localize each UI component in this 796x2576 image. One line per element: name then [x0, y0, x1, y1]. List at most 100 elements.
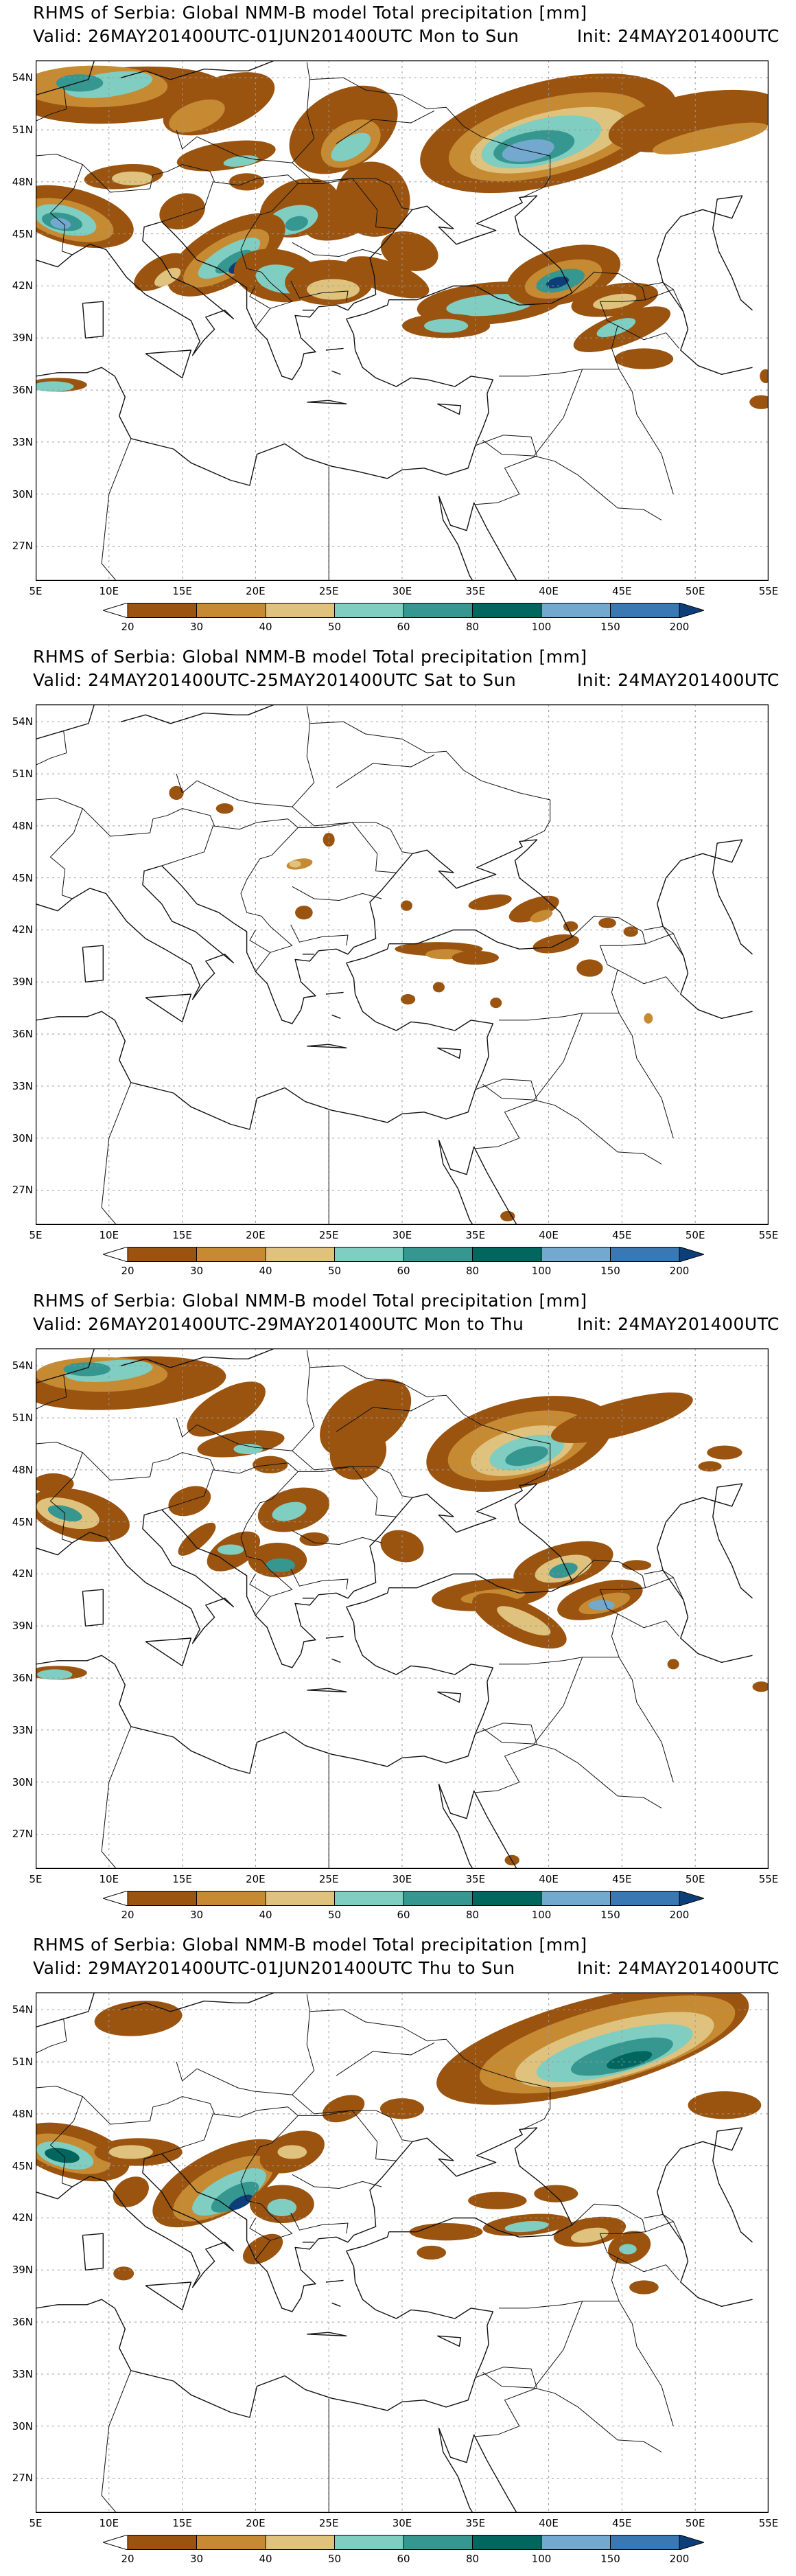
precip-area	[295, 906, 313, 920]
colorbar-segment	[127, 1247, 197, 1262]
precip-area	[159, 193, 205, 230]
precip-area	[644, 1013, 653, 1024]
precip-area	[108, 2145, 153, 2159]
precip-area	[94, 2001, 183, 2036]
border-line	[176, 1350, 315, 1451]
panel-init-time: Init: 24MAY201400UTC	[576, 26, 780, 46]
coastline	[145, 2281, 192, 2311]
coastline	[657, 2148, 753, 2307]
colorbar-under-arrow	[102, 2534, 128, 2551]
colorbar-segment	[610, 1247, 680, 1262]
coastline	[325, 1635, 344, 1639]
lat-tick-label: 39N	[12, 2264, 33, 2277]
colorbar-segment	[472, 603, 542, 618]
coastlines	[36, 60, 753, 581]
coastlines	[36, 704, 753, 1225]
lat-tick-label: 54N	[12, 715, 33, 728]
coastline	[680, 839, 753, 955]
lon-tick-label: 20E	[246, 1873, 266, 1885]
colorbar-label: 60	[397, 621, 410, 633]
border-line	[617, 969, 680, 993]
precip-area	[622, 1560, 652, 1571]
coastline	[438, 2428, 473, 2513]
coastline	[120, 1992, 275, 2012]
precip-area	[154, 268, 181, 287]
precip-area	[56, 74, 104, 92]
lat-tick-label: 54N	[12, 1359, 33, 1372]
precip-area	[277, 2145, 307, 2159]
precip-area	[289, 860, 301, 868]
precip-area	[623, 926, 638, 937]
panel-mon-thu: RHMS of Serbia: Global NMM-B model Total…	[0, 1288, 796, 1932]
colorbar-segment	[472, 2535, 542, 2550]
coastline	[657, 1504, 753, 1663]
colorbar-segment	[541, 603, 611, 618]
border-line	[36, 797, 83, 899]
border-line	[298, 1466, 397, 1517]
border-line	[36, 2018, 67, 2054]
lon-tick-label: 20E	[246, 2517, 266, 2529]
coastline	[437, 403, 462, 415]
lat-tick-label: 27N	[12, 1184, 33, 1197]
lat-tick-label: 51N	[12, 2056, 33, 2069]
border-line	[290, 1568, 349, 1590]
lon-tick-label: 40E	[539, 1873, 559, 1885]
colorbar-label: 80	[465, 1265, 480, 1277]
lat-tick-label: 27N	[12, 1828, 33, 1841]
lon-tick-label: 15E	[172, 1873, 192, 1885]
border-line	[249, 930, 271, 953]
lon-tick-label: 5E	[29, 585, 43, 597]
lon-tick-label: 25E	[318, 585, 339, 597]
lat-tick-label: 30N	[12, 487, 33, 501]
coastline	[82, 1589, 104, 1626]
colorbar-label: 50	[327, 1909, 342, 1921]
colorbar-segment	[196, 2535, 266, 2550]
border-line	[475, 1079, 537, 1149]
colorbar-label: 20	[121, 1265, 134, 1277]
lon-tick-label: 15E	[172, 2517, 192, 2529]
border-line	[292, 2094, 413, 2142]
precip-area	[211, 2181, 259, 2213]
precip-area	[468, 894, 512, 910]
borders	[36, 1350, 684, 1869]
colorbar-label: 30	[189, 621, 204, 633]
colorbar-segment	[403, 1891, 473, 1906]
colorbar-segment	[334, 1891, 404, 1906]
panel-init-time: Init: 24MAY201400UTC	[576, 1958, 780, 1978]
colorbar-under-arrow	[102, 1246, 128, 1263]
coastline	[331, 1658, 341, 1663]
border-line	[617, 1613, 680, 1637]
colorbar	[102, 1890, 705, 1907]
lon-tick-label: 45E	[612, 585, 632, 597]
colorbar	[102, 602, 705, 619]
precip-area	[380, 231, 438, 271]
precip-area	[113, 2176, 149, 2207]
panel-valid-period: Valid: 26MAY201400UTC-29MAY201400UTC Mon…	[33, 1314, 524, 1334]
precip-area	[749, 395, 769, 409]
lon-tick-label: 35E	[465, 585, 486, 597]
panel-title: RHMS of Serbia: Global NMM-B model Total…	[33, 1291, 587, 1311]
colorbar-label: 200	[669, 2553, 690, 2565]
panel-title: RHMS of Serbia: Global NMM-B model Total…	[33, 1935, 587, 1955]
coastline	[82, 301, 104, 338]
precip-area	[468, 2192, 527, 2209]
precip-area	[652, 122, 768, 154]
precip-area	[614, 348, 674, 369]
coastline	[657, 216, 753, 375]
coastlines	[36, 1992, 753, 2513]
lon-tick-label: 30E	[392, 1229, 412, 1241]
border-line	[161, 1462, 298, 1616]
colorbar-label: 200	[669, 1909, 690, 1921]
lon-tick-label: 20E	[246, 1229, 266, 1241]
border-line	[534, 455, 662, 521]
lat-tick-label: 42N	[12, 279, 33, 292]
colorbar-segment	[334, 603, 404, 618]
border-line	[101, 438, 132, 581]
coastline	[36, 2231, 494, 2418]
precip-area	[134, 253, 187, 291]
border-line	[475, 435, 537, 505]
border-line	[101, 2370, 132, 2513]
border-line	[249, 286, 271, 309]
lat-tick-label: 45N	[12, 227, 33, 240]
border-line	[292, 806, 413, 854]
